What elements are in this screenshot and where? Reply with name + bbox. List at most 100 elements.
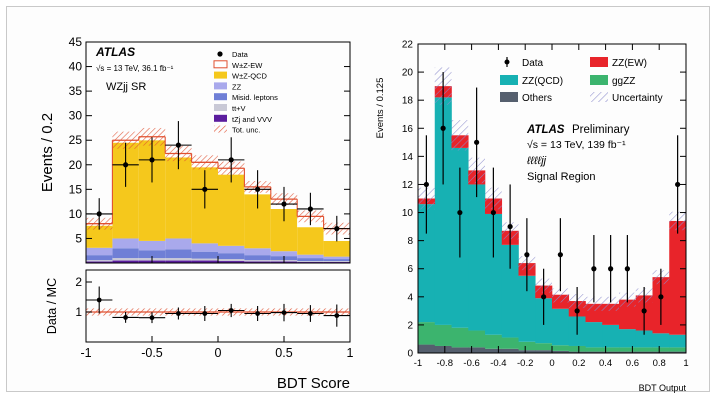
- bar-others-12: [619, 351, 637, 353]
- data-point-11: [608, 266, 614, 272]
- bar-zz-qcd--1: [434, 97, 452, 325]
- bar-zz-qcd--10: [585, 322, 603, 348]
- bar-ggzz-7: [535, 343, 553, 351]
- data-point-0: [96, 211, 102, 217]
- ratio-point-5: [228, 308, 234, 313]
- ratio-point-0: [96, 297, 102, 303]
- bar-zz-4: [191, 243, 218, 252]
- bar-tt-v-1: [112, 258, 139, 261]
- bar-ggzz-8: [552, 345, 570, 351]
- bar-misid-leptons-1: [112, 248, 139, 259]
- bar-misid-leptons-6: [244, 255, 271, 261]
- legend-swatch-w-z-ew: [213, 60, 228, 69]
- y-tick-label-1: 2: [407, 320, 413, 331]
- x-tick-label-4: 1: [347, 346, 354, 360]
- bar-misid-leptons-2: [138, 250, 166, 259]
- x-tick-label-1: -0.8: [437, 358, 453, 369]
- legend-swatch-unc: [214, 125, 227, 133]
- bar-tt-v-6: [244, 260, 271, 262]
- data-point-6: [255, 186, 261, 192]
- y-tick-label-4: 25: [69, 133, 83, 147]
- ratio-point-6: [255, 311, 260, 316]
- legend-swatch-zz-ew-: [590, 57, 608, 67]
- data-point-4: [490, 209, 496, 216]
- y-tick-label-3: 20: [69, 158, 83, 172]
- left-chart: 5 10 15 20 25 30 35 40 45 -1 -0.5 0 0.5 1 1 2 Events / 0…: [39, 35, 354, 392]
- bar-zz-2: [138, 240, 166, 251]
- ratio-y-axis-title: Data / MC: [45, 278, 59, 334]
- legend-label-1: ZZ(EW): [612, 58, 647, 69]
- bar-misid-leptons-5: [218, 253, 245, 260]
- y-tick-label-3: 6: [407, 264, 413, 275]
- bar-tt-v-4: [191, 258, 218, 261]
- atlas-label: ATLAS: [526, 124, 565, 136]
- bar-others-10: [585, 351, 603, 353]
- x-tick-label-6: 0.2: [572, 358, 585, 369]
- data-point-14: [658, 294, 664, 300]
- x-tick-label-0: -1: [414, 358, 422, 369]
- bar-zz-qcd--4: [485, 213, 503, 335]
- data-point-8: [557, 252, 563, 258]
- data-point-7: [541, 294, 547, 300]
- data-point-2: [457, 209, 463, 216]
- legend-label-1: W±Z-EW: [232, 61, 263, 70]
- bar-w-z-qcd-9: [323, 240, 350, 257]
- legend-label-4: Others: [522, 93, 552, 104]
- bar-ggzz-0: [418, 322, 436, 345]
- bar-zz-qcd--0: [418, 204, 436, 323]
- y-tick-label-9: 18: [402, 96, 414, 107]
- bar-ggzz-10: [585, 347, 603, 352]
- bar-others-2: [451, 347, 469, 353]
- bar-zz-5: [218, 245, 245, 254]
- x-tick-label-10: 1: [683, 358, 688, 369]
- bar-misid-leptons-3: [165, 249, 192, 259]
- bar-zz-qcd--11: [602, 324, 620, 348]
- bar-others-4: [485, 348, 503, 353]
- bar-others-9: [568, 351, 586, 353]
- legend-label-2: W±Z-QCD: [232, 72, 268, 81]
- data-point-1: [440, 125, 446, 131]
- bar-ggzz-2: [451, 327, 469, 348]
- bar-zz-qcd--12: [619, 329, 637, 348]
- legend-marker-data: [504, 59, 510, 65]
- y-tick-label-2: 4: [407, 292, 413, 303]
- bar-tzj-and-vvv-6: [244, 261, 271, 263]
- legend-swatch-uncertainty: [590, 92, 608, 102]
- data-point-5: [507, 223, 513, 230]
- y-tick-label-5: 30: [69, 109, 83, 123]
- bar-others-5: [501, 348, 519, 353]
- uncertainty-band-8: [552, 288, 569, 303]
- bar-tt-v-9: [323, 261, 350, 263]
- y-tick-label-0: 0: [407, 349, 413, 360]
- bar-ggzz-6: [518, 341, 536, 351]
- bar-zz-9: [323, 256, 350, 260]
- ratio-y-tick-label-0: 1: [75, 305, 82, 319]
- legend-label-3: ggZZ: [612, 76, 635, 87]
- data-point-9: [334, 226, 340, 232]
- y-tick-label-2: 15: [69, 182, 83, 196]
- legend-swatch-tzj-and-vvv: [214, 114, 227, 122]
- legend-swatch-misid-leptons: [214, 93, 227, 101]
- ratio-point-1: [123, 315, 128, 320]
- x-tick-label-5: 0: [549, 358, 554, 369]
- x-tick-label-2: 0: [215, 346, 222, 360]
- legend-swatch-zz: [214, 82, 227, 90]
- x-tick-label-0: -1: [80, 346, 91, 360]
- bar-others-3: [468, 347, 486, 353]
- y-tick-label-11: 22: [402, 40, 414, 51]
- x-axis-title: BDT Output: [639, 383, 687, 393]
- y-tick-label-5: 10: [402, 208, 414, 219]
- y-tick-label-1: 10: [69, 207, 83, 221]
- legend-label-0: Data: [232, 50, 249, 59]
- bar-tt-v-8: [297, 261, 324, 263]
- data-point-0: [423, 181, 429, 188]
- data-point-9: [574, 308, 580, 314]
- x-tick-label-3: 0.5: [275, 346, 292, 360]
- data-point-7: [281, 201, 287, 207]
- y-axis-title: Events / 0.2: [39, 113, 56, 192]
- y-tick-label-4: 8: [407, 236, 413, 247]
- bar-zz-1: [112, 238, 139, 249]
- bar-ggzz-4: [485, 334, 503, 349]
- bar-ggzz-3: [468, 330, 486, 348]
- bar-misid-leptons-8: [297, 258, 324, 262]
